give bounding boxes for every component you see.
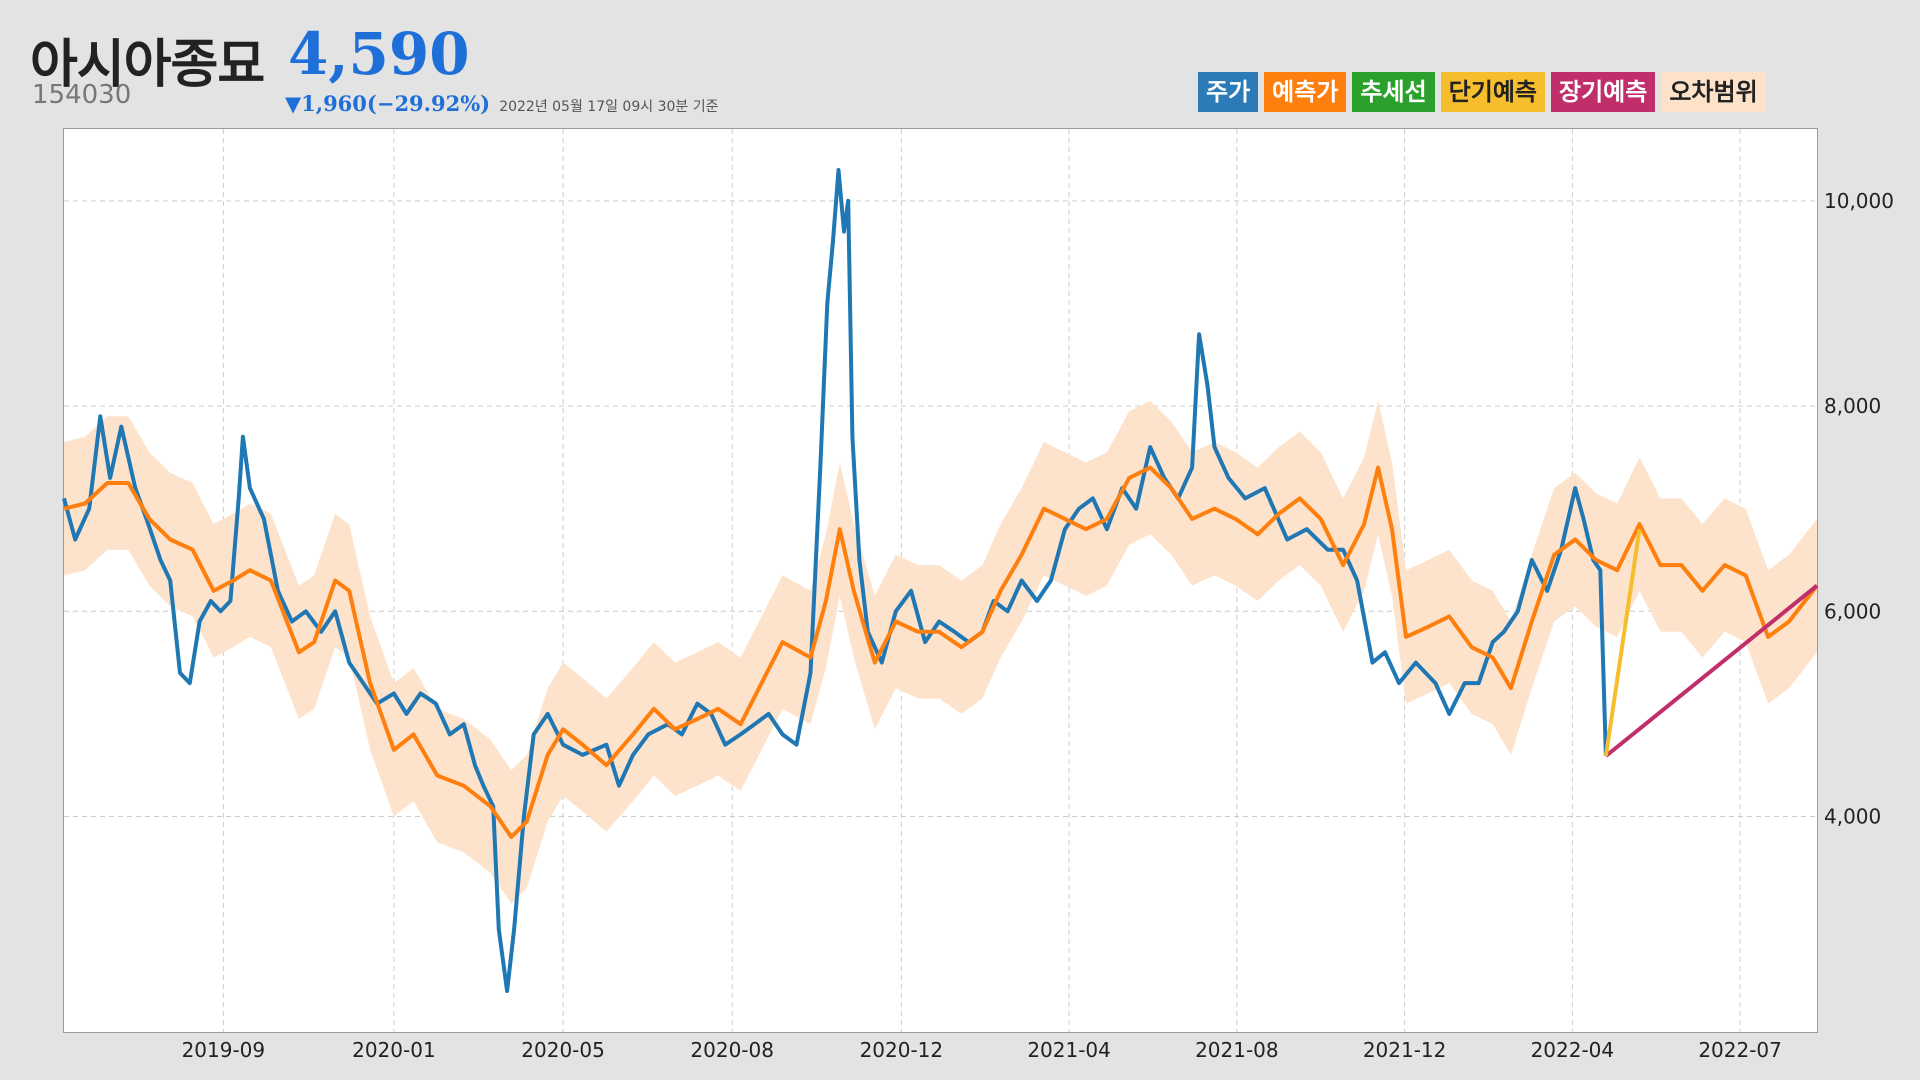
y-tick-label: 8,000 — [1824, 394, 1881, 418]
stock-code: 154030 — [32, 80, 132, 110]
long-term-forecast-line — [1604, 584, 1819, 758]
x-tick-label: 2022-04 — [1531, 1038, 1615, 1062]
legend-item-price[interactable]: 주가 — [1198, 72, 1259, 112]
price-change: ▼1,960(−29.92%) — [285, 91, 491, 116]
x-tick-label: 2021-12 — [1363, 1038, 1447, 1062]
legend-item-long-term[interactable]: 장기예측 — [1551, 72, 1656, 112]
legend-item-forecast[interactable]: 예측가 — [1264, 72, 1347, 112]
error-band — [64, 400, 1817, 904]
x-tick-label: 2021-04 — [1027, 1038, 1111, 1062]
x-tick-label: 2020-08 — [690, 1038, 774, 1062]
x-tick-label: 2019-09 — [182, 1038, 266, 1062]
legend-item-trendline[interactable]: 추세선 — [1352, 72, 1435, 112]
stock-price: 4,590 — [288, 20, 470, 88]
legend-item-short-term[interactable]: 단기예측 — [1440, 72, 1545, 112]
short-term-forecast-line — [1603, 528, 1642, 757]
stock-name: 아시아종묘 — [30, 35, 265, 95]
header: 아시아종묘 4,590 154030 ▼1,960(−29.92%) 2022년… — [0, 0, 1920, 128]
timestamp: 2022년 05월 17일 09시 30분 기준 — [499, 99, 719, 115]
price-line — [62, 168, 1608, 993]
price-change-row: ▼1,960(−29.92%) 2022년 05월 17일 09시 30분 기준 — [285, 91, 719, 116]
x-tick-label: 2020-05 — [521, 1038, 605, 1062]
x-tick-label: 2020-01 — [352, 1038, 436, 1062]
chart-legend: 주가 예측가 추세선 단기예측 장기예측 오차범위 — [1198, 72, 1766, 112]
x-tick-label: 2022-07 — [1698, 1038, 1782, 1062]
x-tick-label: 2020-12 — [860, 1038, 944, 1062]
y-tick-label: 4,000 — [1824, 805, 1881, 829]
y-tick-label: 6,000 — [1824, 599, 1881, 623]
legend-item-error-range[interactable]: 오차범위 — [1661, 72, 1766, 112]
y-tick-label: 10,000 — [1824, 189, 1894, 213]
forecast-line — [63, 465, 1819, 839]
x-tick-label: 2021-08 — [1195, 1038, 1279, 1062]
